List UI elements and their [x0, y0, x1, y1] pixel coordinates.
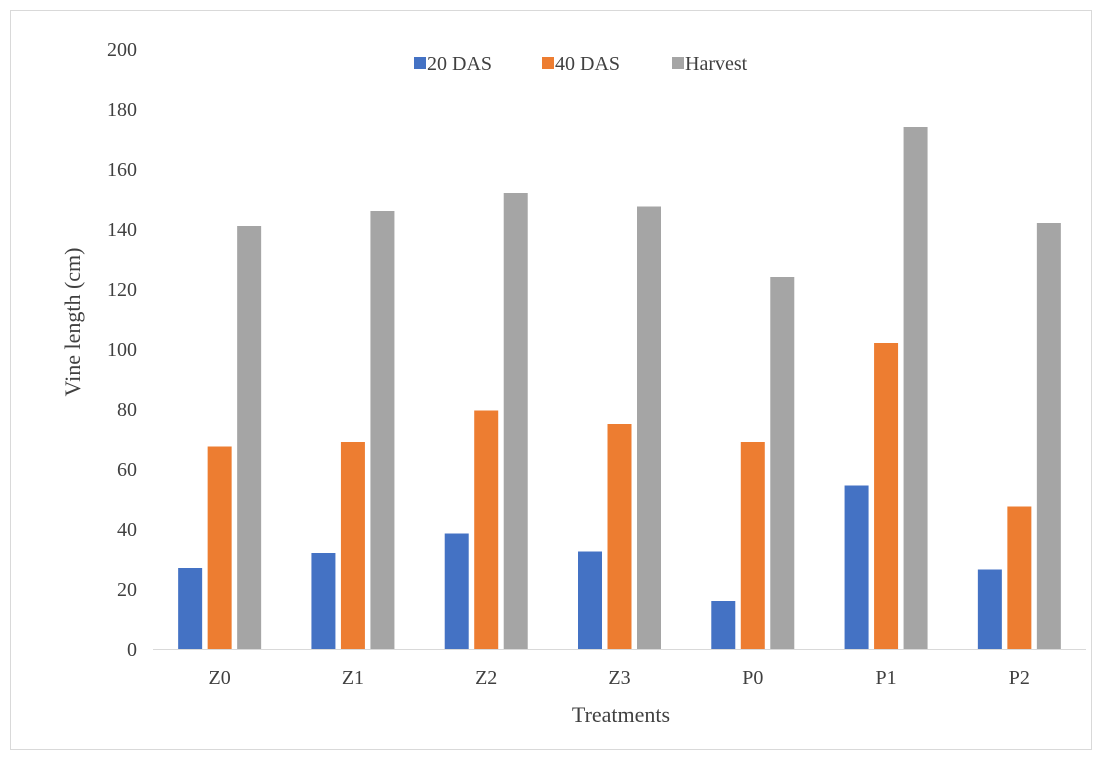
bar-p0-40-das	[740, 442, 765, 649]
bar-p2-20-das	[977, 569, 1002, 649]
bar-p1-harvest	[903, 127, 928, 649]
y-tick-label: 40	[117, 519, 137, 541]
bar-z1-20-das	[311, 553, 336, 649]
y-axis-ticks: 0 20 40 60 80 100 120 140 160 180 200	[107, 39, 137, 661]
bar-z3-harvest	[637, 206, 661, 649]
bar-z3-20-das	[578, 551, 602, 649]
y-tick-label: 0	[127, 639, 137, 661]
bar-p0-20-das	[711, 601, 736, 649]
bar-z2-40-das	[474, 410, 499, 649]
legend: 20 DAS 40 DAS Harvest	[414, 53, 748, 75]
legend-swatch-40-das	[542, 57, 554, 69]
x-axis-ticks: Z0 Z1 Z2 Z3 P0 P1 P2	[209, 667, 1030, 689]
x-tick-label: Z2	[475, 667, 497, 689]
x-tick-label: P1	[876, 667, 897, 689]
y-tick-label: 100	[107, 339, 137, 361]
x-tick-label: Z3	[608, 667, 630, 689]
x-tick-label: P2	[1009, 667, 1030, 689]
x-tick-label: Z1	[342, 667, 364, 689]
bar-p1-40-das	[874, 343, 899, 649]
y-tick-label: 140	[107, 219, 137, 241]
bar-p1-20-das	[844, 485, 869, 649]
legend-swatch-20-das	[414, 57, 426, 69]
x-tick-label: P0	[742, 667, 763, 689]
legend-label-20-das: 20 DAS	[427, 53, 492, 75]
bar-z0-20-das	[178, 568, 203, 649]
bar-z1-40-das	[340, 442, 365, 649]
x-axis-label: Treatments	[572, 702, 670, 727]
x-tick-label: Z0	[209, 667, 231, 689]
bar-z2-harvest	[503, 193, 528, 649]
y-tick-label: 180	[107, 99, 137, 121]
bar-p0-harvest	[770, 277, 795, 649]
bar-z0-harvest	[237, 226, 262, 649]
bar-z3-40-das	[607, 424, 632, 649]
y-tick-label: 120	[107, 279, 137, 301]
bar-z0-40-das	[207, 446, 232, 649]
legend-label-harvest: Harvest	[685, 53, 748, 75]
bars	[178, 127, 1061, 649]
legend-label-40-das: 40 DAS	[555, 53, 620, 75]
legend-swatch-harvest	[672, 57, 684, 69]
y-axis-label: Vine length (cm)	[60, 248, 85, 397]
y-tick-label: 200	[107, 39, 137, 61]
y-tick-label: 80	[117, 399, 137, 421]
bar-p2-harvest	[1036, 223, 1061, 649]
bar-p2-40-das	[1007, 506, 1032, 649]
y-tick-label: 60	[117, 459, 137, 481]
bar-z1-harvest	[370, 211, 395, 649]
bar-z2-20-das	[444, 533, 469, 649]
y-tick-label: 20	[117, 579, 137, 601]
y-tick-label: 160	[107, 159, 137, 181]
